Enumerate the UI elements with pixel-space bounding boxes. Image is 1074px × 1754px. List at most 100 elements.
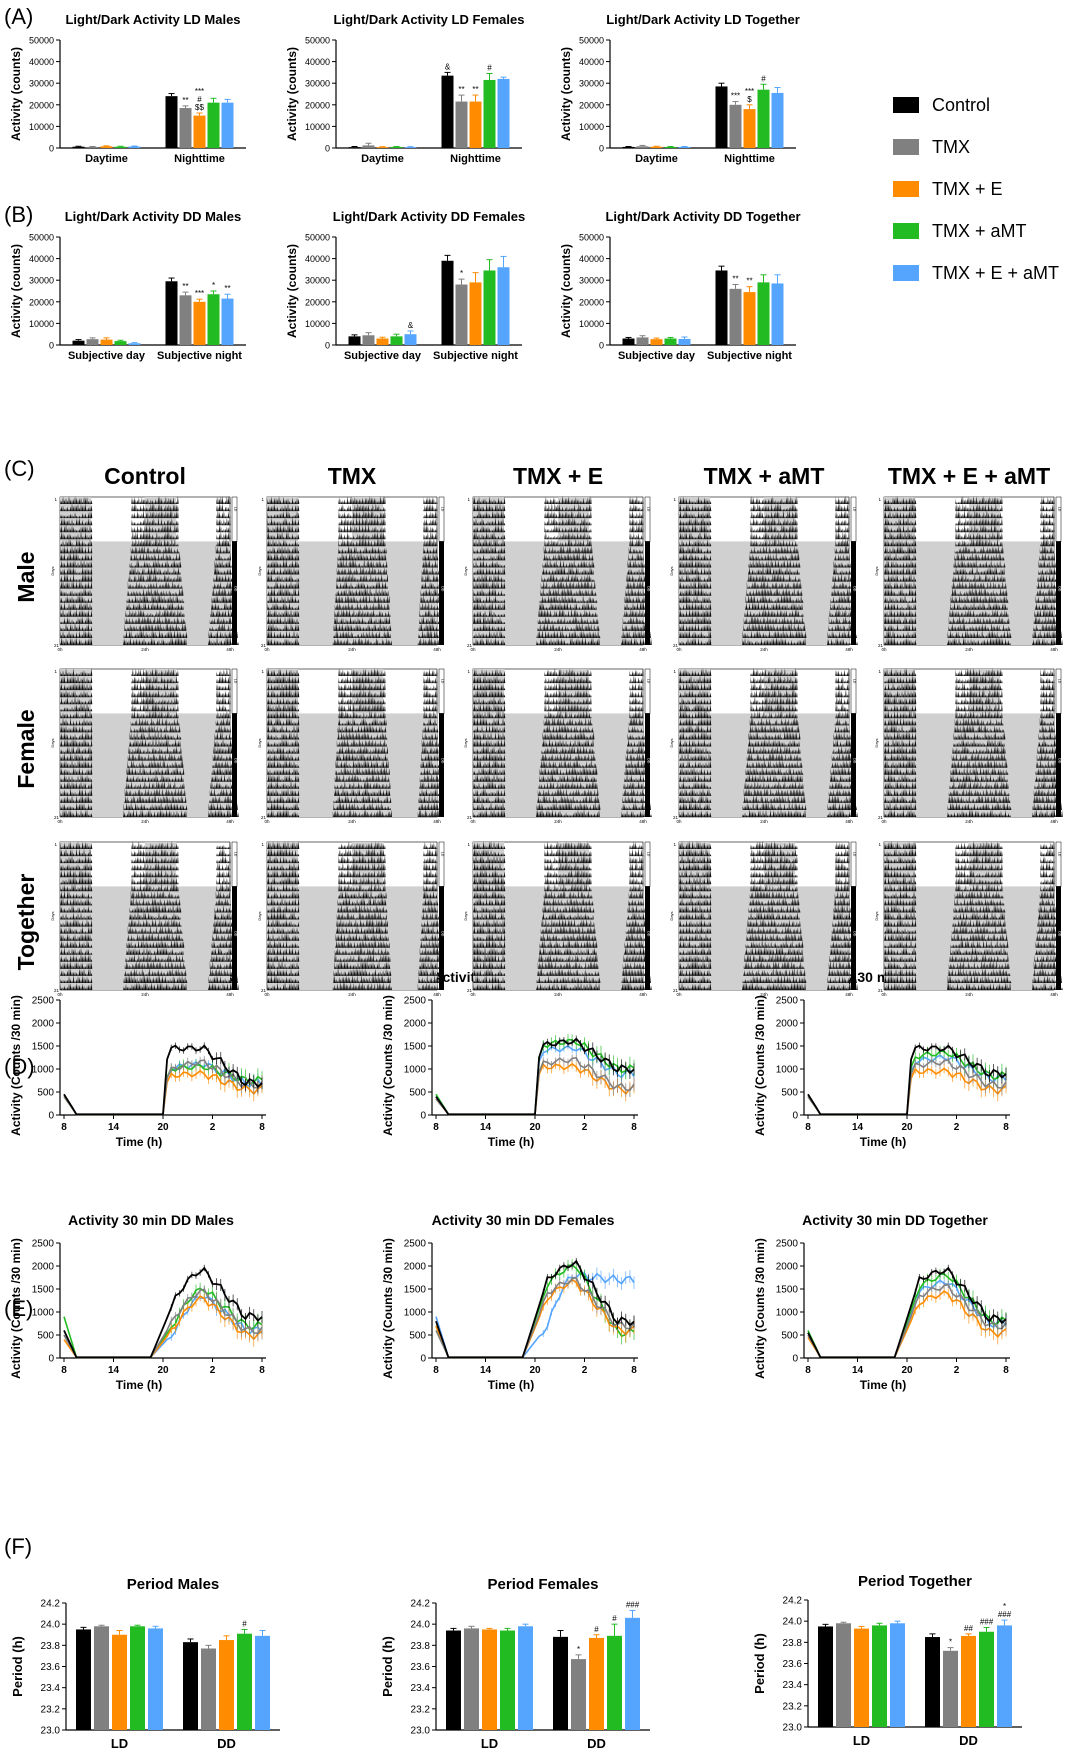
activity-trace (744, 780, 804, 789)
activity-trace (267, 794, 300, 803)
activity-trace (750, 854, 798, 864)
x-tick-label: 8 (259, 1365, 265, 1376)
activity-trace (473, 875, 506, 885)
light-phase (60, 669, 92, 714)
activity-trace (679, 981, 712, 990)
activity-trace (422, 897, 439, 906)
activity-trace (209, 960, 237, 969)
activity-trace (835, 869, 850, 878)
activity-trace (827, 982, 858, 990)
activity-trace (419, 773, 440, 782)
activity-trace (954, 717, 1004, 726)
activity-trace (333, 629, 391, 638)
activity-trace (1039, 545, 1055, 554)
actogram-x-tick: 0h (264, 819, 270, 824)
actogram-y-label: Days (463, 911, 468, 920)
activity-trace (749, 897, 800, 906)
activity-trace (131, 689, 179, 698)
activity-trace (209, 795, 237, 803)
category-label: Subjective night (433, 350, 518, 362)
activity-trace (1040, 496, 1055, 504)
significance-label: *** (745, 87, 754, 96)
activity-trace (835, 524, 850, 533)
bar (76, 1629, 91, 1730)
bar (86, 339, 99, 345)
bar (636, 337, 649, 345)
x-tick-label: 14 (480, 1122, 492, 1133)
activity-trace (216, 509, 231, 519)
activity-trace (267, 688, 300, 698)
y-axis-label: Activity (Counts /30 min) (753, 995, 767, 1136)
activity-trace (743, 960, 805, 969)
bar (183, 1642, 198, 1730)
activity-trace (473, 703, 506, 712)
activity-trace (60, 615, 93, 624)
activity-trace (742, 801, 807, 810)
activity-trace (60, 594, 93, 603)
activity-trace (216, 524, 231, 533)
activity-trace (827, 629, 857, 638)
activity-trace (679, 919, 712, 927)
light-phase (145, 669, 177, 714)
y-tick-label: 500 (781, 1331, 798, 1342)
activity-trace (473, 960, 506, 969)
actogram-x-tick: 0h (264, 647, 270, 652)
activity-trace (473, 675, 506, 684)
activity-trace (625, 752, 646, 761)
activity-trace (131, 495, 179, 504)
activity-trace (629, 883, 644, 892)
y-tick-label: 0 (792, 1354, 798, 1365)
y-tick-label: 0 (48, 1111, 54, 1122)
activity-trace (420, 767, 441, 775)
y-tick-label: 50000 (305, 36, 330, 46)
activity-trace (679, 545, 712, 554)
activity-trace (60, 636, 93, 645)
activity-trace (214, 911, 233, 920)
actogram-panel: LD DD 0h 24h 48h 1 21 Days (874, 840, 1063, 997)
activity-trace (828, 960, 855, 969)
activity-trace (955, 696, 1003, 705)
activity-trace (418, 801, 443, 810)
activity-trace (419, 787, 441, 796)
y-tick-label: 10000 (579, 122, 604, 132)
y-tick-label: 0 (48, 1354, 54, 1365)
activity-trace (337, 897, 387, 906)
activity-trace (131, 868, 179, 878)
bar (997, 1625, 1012, 1727)
activity-trace (1040, 710, 1055, 719)
activity-trace (884, 724, 917, 733)
bar (771, 283, 784, 345)
activity-trace (60, 502, 93, 512)
activity-trace (473, 752, 506, 761)
actogram-y-label: Days (257, 738, 262, 747)
activity-trace (338, 716, 387, 726)
bar (165, 281, 178, 345)
activity-trace (544, 502, 592, 512)
activity-trace (679, 559, 712, 568)
significance-label: ** (732, 275, 738, 284)
activity-trace (216, 517, 231, 526)
activity-trace (123, 636, 187, 645)
bar (112, 1634, 127, 1730)
category-label: Nighttime (724, 153, 775, 165)
activity-trace (829, 953, 856, 962)
actogram-y-tick: 1 (54, 497, 57, 502)
activity-trace (831, 926, 852, 934)
x-tick-label: 2 (582, 1365, 588, 1376)
activity-trace (216, 675, 231, 684)
activity-trace (267, 745, 300, 754)
actogram-y-label: Days (463, 738, 468, 747)
activity-trace (334, 608, 391, 617)
activity-trace (679, 566, 712, 575)
activity-trace (60, 841, 93, 849)
activity-trace (884, 566, 917, 575)
ld-bar-label: LD (853, 679, 857, 684)
activity-trace (127, 580, 183, 589)
bar (890, 1623, 905, 1727)
bar (743, 292, 756, 345)
activity-trace (835, 862, 850, 871)
x-axis-label: Time (h) (860, 1135, 906, 1149)
activity-trace (417, 982, 443, 990)
activity-trace (473, 939, 506, 948)
activity-trace (947, 636, 1011, 645)
